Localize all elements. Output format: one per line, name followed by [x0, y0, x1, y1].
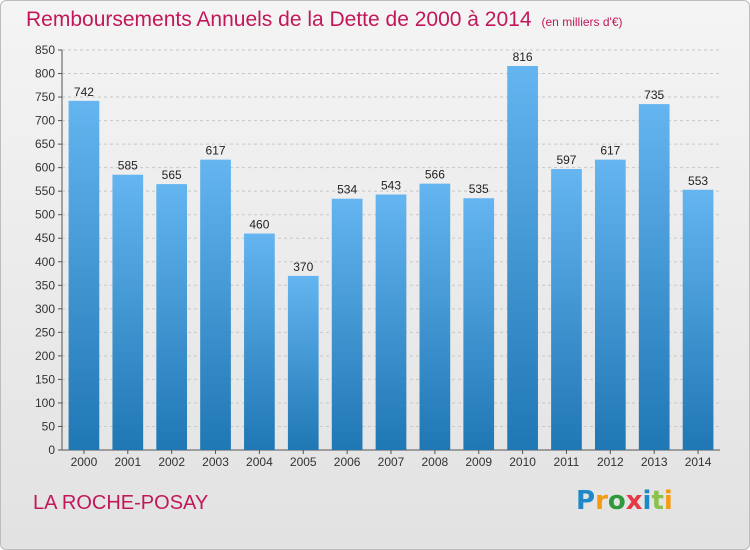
bar-2014	[682, 189, 714, 450]
bar-value-label: 566	[425, 168, 445, 182]
y-tick-label: 100	[35, 396, 55, 410]
y-tick-label: 350	[35, 278, 55, 292]
x-tick-label: 2009	[465, 455, 492, 469]
chart-title-text: Remboursements Annuels de la Dette de 20…	[26, 8, 532, 31]
x-tick-label: 2007	[378, 455, 405, 469]
y-tick-label: 300	[35, 302, 55, 316]
bar-value-label: 535	[469, 182, 489, 196]
logo-letter: i	[663, 486, 673, 516]
bar-2012	[594, 159, 626, 450]
x-tick-label: 2002	[158, 455, 185, 469]
x-tick-label: 2010	[509, 455, 536, 469]
bar-2000	[68, 100, 100, 450]
y-tick-label: 550	[35, 184, 55, 198]
logo-letter: t	[651, 486, 664, 516]
x-tick-label: 2014	[685, 455, 712, 469]
y-tick-label: 0	[48, 443, 55, 457]
x-tick-label: 2012	[597, 455, 624, 469]
bar-value-label: 553	[688, 174, 708, 188]
bar-2003	[200, 159, 231, 450]
x-tick-label: 2011	[554, 455, 580, 469]
bar-2004	[244, 233, 275, 450]
bar-2001	[112, 174, 144, 451]
y-tick-label: 250	[35, 325, 55, 339]
x-tick-label: 2005	[290, 455, 317, 469]
y-tick-label: 850	[35, 43, 55, 57]
y-tick-label: 150	[35, 372, 55, 386]
bar-2010	[507, 66, 538, 450]
bar-value-label: 585	[118, 159, 138, 173]
x-tick-label: 2001	[114, 455, 141, 469]
x-tick-label: 2013	[641, 455, 668, 469]
bar-2011	[551, 169, 582, 450]
bar-value-label: 460	[249, 218, 269, 232]
data-labels: 742 585 565 617 460 370 534 543 566 535 816 597 617 7…	[74, 50, 708, 274]
bar-2009	[463, 198, 495, 450]
bar-value-label: 534	[337, 183, 357, 197]
logo-letter: o	[607, 486, 626, 516]
y-tick-label: 700	[35, 114, 55, 128]
logo-letter: i	[642, 486, 652, 516]
location-label: LA ROCHE-POSAY	[33, 492, 209, 514]
bars	[68, 66, 714, 451]
proxiti-logo: Proxiti	[576, 486, 673, 516]
bar-value-label: 370	[293, 260, 313, 274]
bar-value-label: 543	[381, 178, 401, 192]
chart-title: Remboursements Annuels de la Dette de 20…	[26, 8, 623, 32]
bar-2005	[287, 275, 319, 450]
logo-letter: P	[576, 486, 596, 516]
y-tick-label: 500	[35, 208, 55, 222]
y-tick-label: 400	[35, 255, 55, 269]
x-tick-label: 2004	[246, 455, 273, 469]
x-tick-label: 2006	[334, 455, 361, 469]
bar-value-label: 742	[74, 85, 94, 99]
x-tick-label: 2000	[71, 455, 98, 469]
bar-value-label: 816	[513, 50, 533, 64]
bar-value-label: 597	[556, 153, 576, 167]
y-tick-label: 200	[35, 349, 55, 363]
y-tick-label: 650	[35, 137, 55, 151]
bar-value-label: 565	[162, 168, 182, 182]
x-tick-label: 2003	[202, 455, 229, 469]
logo-letter: r	[595, 486, 608, 516]
bar-2008	[419, 183, 451, 450]
bar-2013	[638, 104, 670, 450]
y-tick-label: 750	[35, 90, 55, 104]
y-tick-label: 450	[35, 231, 55, 245]
bar-2006	[331, 198, 363, 450]
chart-subtitle: (en milliers d'€)	[541, 15, 623, 29]
bar-value-label: 617	[206, 144, 226, 158]
bar-2002	[156, 184, 188, 450]
y-tick-label: 800	[35, 67, 55, 81]
bar-value-label: 735	[644, 88, 664, 102]
y-tick-label: 50	[42, 419, 56, 433]
bar-value-label: 617	[600, 144, 620, 158]
y-tick-label: 600	[35, 161, 55, 175]
bar-2007	[375, 194, 407, 450]
logo-letter: x	[625, 486, 643, 516]
x-tick-label: 2008	[422, 455, 449, 469]
